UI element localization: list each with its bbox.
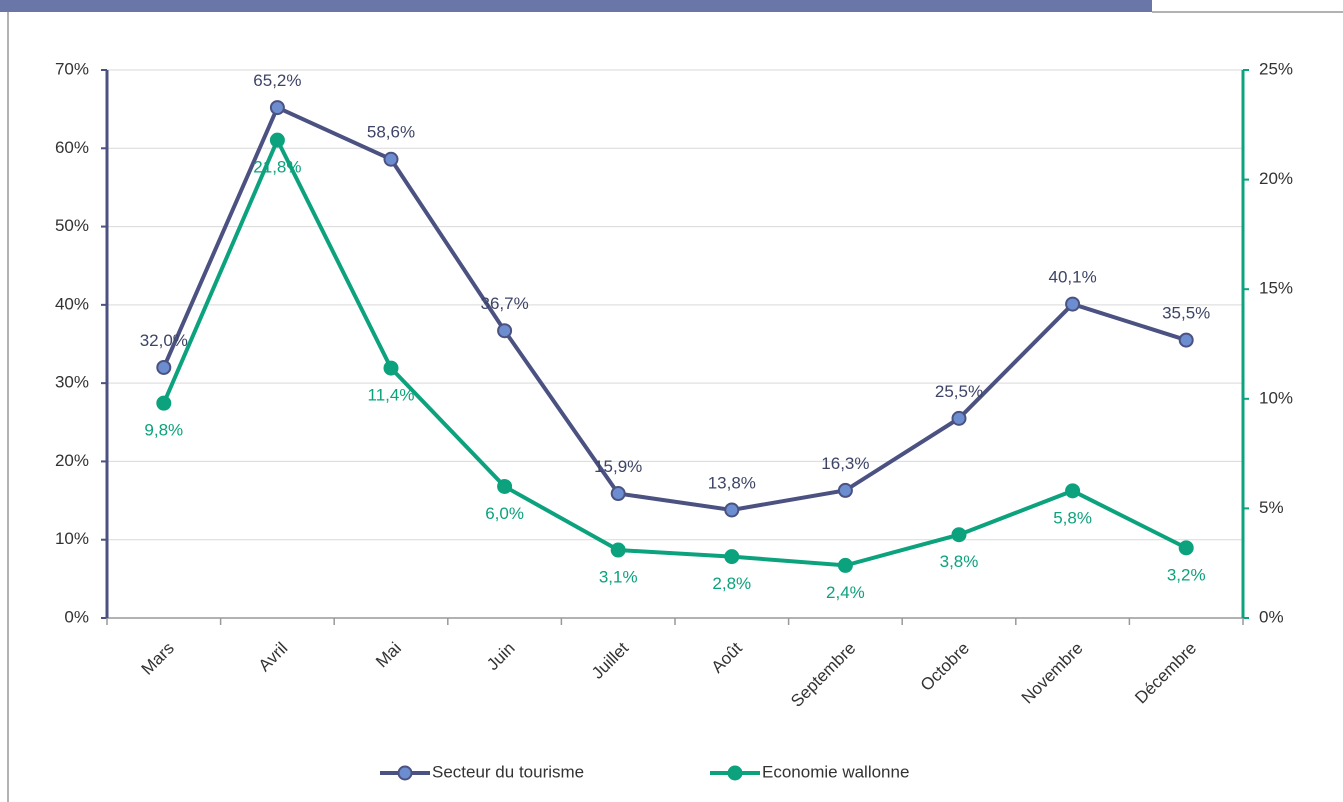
x-tick-label: Septembre	[787, 639, 859, 711]
y2-tick-label: 15%	[1259, 279, 1293, 298]
data-label: 6,0%	[485, 504, 524, 523]
data-label: 9,8%	[144, 421, 183, 440]
data-label: 16,3%	[821, 454, 869, 473]
data-label: 35,5%	[1162, 304, 1210, 323]
data-label: 3,1%	[599, 568, 638, 587]
point-marker	[837, 482, 853, 498]
data-label: 2,8%	[712, 574, 751, 593]
x-tick-label: Juillet	[588, 638, 632, 682]
x-tick-label: Avril	[255, 639, 292, 676]
y-tick-label: 0%	[64, 607, 89, 626]
y-tick-label: 70%	[55, 59, 89, 78]
point-marker	[1178, 540, 1194, 556]
point-marker	[951, 527, 967, 543]
data-label: 3,8%	[940, 552, 979, 571]
point-marker	[156, 395, 172, 411]
legend-label: Economie wallonne	[762, 762, 909, 781]
point-marker	[951, 410, 967, 426]
data-label: 11,4%	[368, 386, 415, 405]
legend-marker	[397, 765, 413, 781]
point-marker	[383, 151, 399, 167]
x-tick-label: Juin	[483, 639, 518, 674]
y2-tick-label: 10%	[1259, 388, 1293, 407]
point-marker	[383, 360, 399, 376]
point-marker	[610, 542, 626, 558]
data-label: 13,8%	[708, 473, 756, 492]
point-marker	[837, 557, 853, 573]
point-marker	[724, 502, 740, 518]
y-tick-label: 60%	[55, 138, 89, 157]
x-tick-label: Décembre	[1131, 639, 1200, 708]
data-label: 2,4%	[826, 583, 865, 602]
data-label: 5,8%	[1053, 508, 1092, 527]
x-tick-label: Mai	[372, 639, 405, 672]
y2-tick-label: 5%	[1259, 498, 1284, 517]
x-tick-label: Août	[708, 638, 746, 676]
data-label: 65,2%	[253, 71, 301, 90]
point-marker	[156, 359, 172, 375]
data-label: 25,5%	[935, 382, 983, 401]
data-label: 21,8%	[253, 158, 301, 177]
y-tick-label: 30%	[55, 373, 89, 392]
data-label: 40,1%	[1048, 268, 1096, 287]
y-tick-label: 50%	[55, 216, 89, 235]
y-tick-label: 20%	[55, 451, 89, 470]
point-marker	[269, 132, 285, 148]
series-line	[161, 135, 1188, 568]
x-tick-label: Mars	[138, 639, 178, 679]
point-marker	[1065, 296, 1081, 312]
y-tick-label: 40%	[55, 294, 89, 313]
point-marker	[610, 486, 626, 502]
data-label: 36,7%	[480, 294, 528, 313]
data-label: 58,6%	[367, 123, 415, 142]
data-label: 15,9%	[594, 457, 642, 476]
y2-tick-label: 0%	[1259, 607, 1284, 626]
y2-tick-label: 25%	[1259, 59, 1293, 78]
legend-label: Secteur du tourisme	[432, 762, 584, 781]
x-tick-label: Novembre	[1018, 639, 1087, 708]
series-line	[161, 104, 1187, 512]
legend-marker	[727, 765, 743, 781]
point-marker	[724, 549, 740, 565]
banner	[0, 0, 1152, 12]
point-marker	[1178, 332, 1194, 348]
point-marker	[269, 100, 285, 116]
point-marker	[497, 323, 513, 339]
data-label: 32,0%	[140, 331, 188, 350]
x-tick-label: Octobre	[917, 639, 973, 695]
point-marker	[497, 478, 513, 494]
y2-tick-label: 20%	[1259, 169, 1293, 188]
data-label: 3,2%	[1167, 565, 1206, 584]
point-marker	[1065, 483, 1081, 499]
y-tick-label: 10%	[55, 529, 89, 548]
